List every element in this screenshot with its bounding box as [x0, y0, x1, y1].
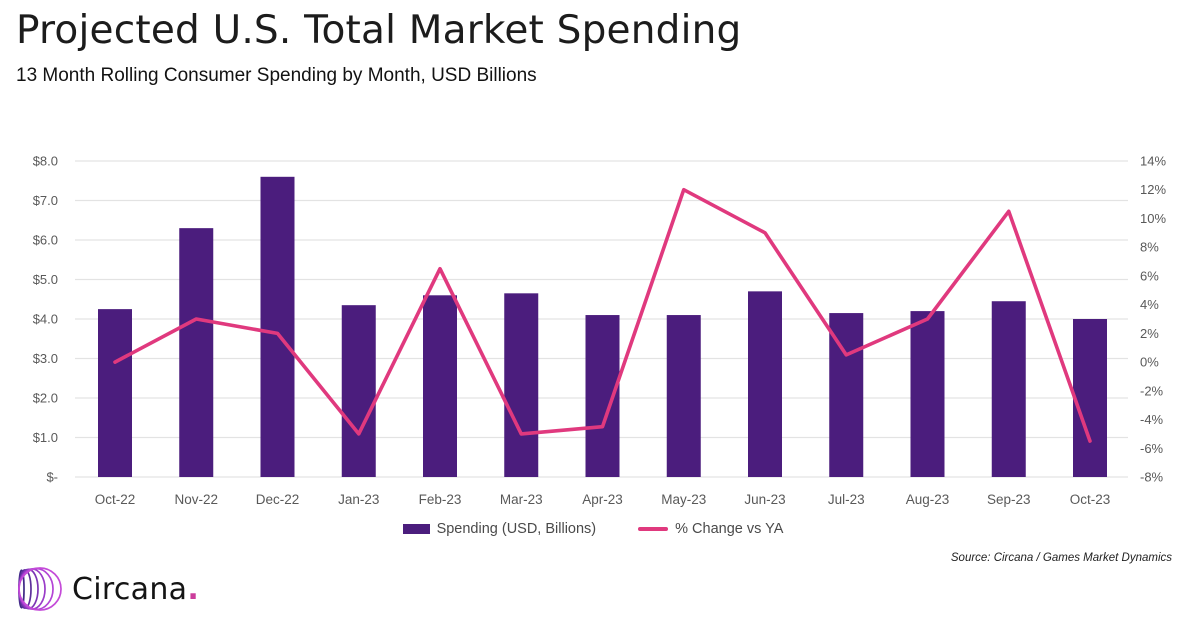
right-axis-tick: 12% [1140, 182, 1166, 197]
spending-bar-swatch-icon [402, 524, 430, 534]
circana-logo-dot: . [187, 571, 200, 607]
spending-bar-Sep-23 [991, 301, 1026, 477]
x-axis-label-Sep-23: Sep-23 [987, 492, 1031, 507]
chart-legend: Spending (USD, Billions) % Change vs YA [0, 521, 1186, 537]
x-axis-label-Jul-23: Jul-23 [828, 492, 865, 507]
x-axis-label-Oct-22: Oct-22 [95, 492, 136, 507]
spending-bar-Aug-23 [910, 311, 945, 477]
right-axis-tick: 8% [1140, 240, 1159, 255]
right-axis-tick: -4% [1140, 412, 1164, 427]
x-axis-label-Feb-23: Feb-23 [419, 492, 462, 507]
x-axis-label-May-23: May-23 [661, 492, 706, 507]
x-axis-label-Jun-23: Jun-23 [744, 492, 785, 507]
left-axis-tick: $8.0 [33, 154, 58, 169]
chart-area: $8.0 $7.0 $6.0 $5.0 $4.0 $3.0 $2.0 $1.0 $- 14% 12%… [0, 140, 1186, 520]
left-axis-tick: $2.0 [33, 391, 58, 406]
x-axis-label-Jan-23: Jan-23 [338, 492, 379, 507]
spending-bar-Oct-23 [1073, 319, 1107, 477]
x-axis-label-Oct-23: Oct-23 [1070, 492, 1111, 507]
left-axis-tick: $- [46, 470, 58, 485]
chart-header: Projected U.S. Total Market Spending 13 … [16, 8, 742, 87]
spending-bar-Jun-23 [748, 291, 782, 477]
right-axis-tick: 0% [1140, 355, 1159, 370]
left-axis-tick: $3.0 [33, 351, 58, 366]
spending-bar-Nov-22 [179, 228, 214, 477]
x-axis-label-Apr-23: Apr-23 [582, 492, 623, 507]
spending-bar-May-23 [666, 315, 701, 477]
legend-label-spending: Spending (USD, Billions) [436, 521, 597, 537]
globe-ring [18, 567, 62, 611]
spending-bar-Jan-23 [341, 305, 376, 477]
left-axis-tick: $1.0 [33, 430, 58, 445]
right-axis-tick: 2% [1140, 326, 1159, 341]
right-axis-tick: -8% [1140, 470, 1164, 485]
source-note: Source: Circana / Games Market Dynamics [950, 552, 1172, 564]
page-subtitle: 13 Month Rolling Consumer Spending by Mo… [16, 65, 537, 86]
left-axis-tick: $5.0 [33, 272, 58, 287]
spending-bar-Feb-23 [423, 295, 457, 477]
left-axis-tick: $7.0 [33, 193, 58, 208]
legend-label-pct-change: % Change vs YA [675, 521, 784, 537]
circana-logo-text: Circana. [72, 571, 200, 607]
circana-globe-icon [18, 567, 62, 611]
pct-change-line-swatch-icon [638, 527, 669, 531]
legend-item-pct-change: % Change vs YA [638, 521, 783, 537]
right-axis-tick: 4% [1140, 297, 1159, 312]
left-axis-tick: $4.0 [33, 312, 58, 327]
legend-item-spending: Spending (USD, Billions) [402, 521, 597, 537]
spending-bar-Dec-22 [260, 176, 295, 478]
right-axis-tick: -2% [1140, 383, 1164, 398]
x-axis-label-Nov-22: Nov-22 [174, 492, 218, 507]
right-axis-tick: -6% [1140, 441, 1164, 456]
page-title: Projected U.S. Total Market Spending [16, 8, 742, 53]
spending-bar-Oct-22 [98, 309, 132, 477]
x-axis-label-Mar-23: Mar-23 [500, 492, 543, 507]
pct-change-line [113, 187, 1092, 443]
x-axis-label-Aug-23: Aug-23 [906, 492, 950, 507]
spending-chart: $8.0 $7.0 $6.0 $5.0 $4.0 $3.0 $2.0 $1.0 $- 14% 12%… [33, 154, 1167, 508]
right-axis-tick: 10% [1140, 211, 1166, 226]
left-axis-tick: $6.0 [33, 233, 58, 248]
right-axis-tick: 6% [1140, 268, 1159, 283]
right-axis-tick: 14% [1140, 154, 1166, 169]
spending-bar-Mar-23 [504, 293, 539, 477]
x-axis-label-Dec-22: Dec-22 [256, 492, 300, 507]
circana-logo: Circana. [16, 564, 199, 614]
